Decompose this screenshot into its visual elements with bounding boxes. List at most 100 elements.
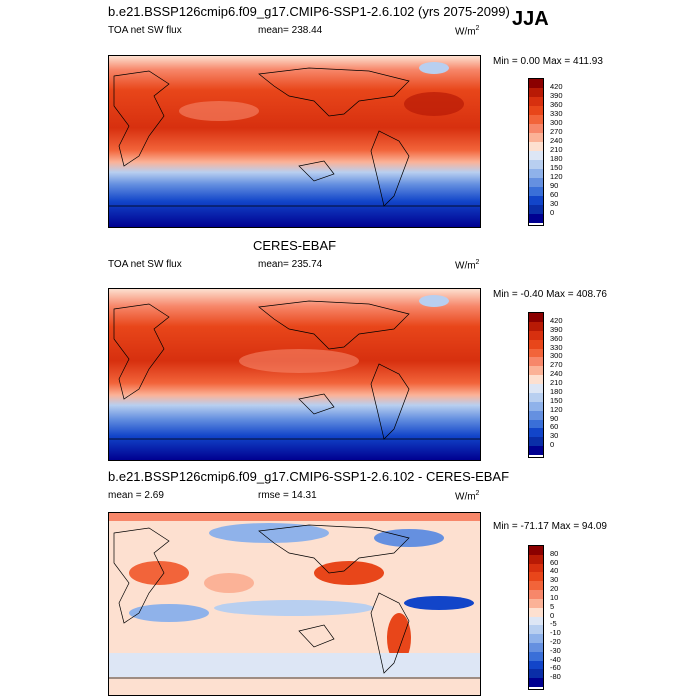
colorbar-tick-label: -5 bbox=[550, 619, 557, 629]
colorbar-swatch bbox=[529, 572, 543, 582]
colorbar-swatch bbox=[529, 401, 543, 411]
colorbar-swatch bbox=[529, 642, 543, 652]
colorbar-tick-label: 150 bbox=[550, 163, 563, 172]
colorbar-tick-label: 5 bbox=[550, 601, 555, 611]
panel3-minmax: Min = -71.17 Max = 94.09 bbox=[493, 521, 607, 532]
colorbar-tick-label: 60 bbox=[550, 557, 559, 567]
panel2-minmax: Min = -0.40 Max = 408.76 bbox=[493, 289, 607, 300]
colorbar-swatch bbox=[529, 616, 543, 626]
colorbar-tick-label: 270 bbox=[550, 360, 563, 370]
colorbar-tick-label: 180 bbox=[550, 386, 563, 396]
colorbar-swatch bbox=[529, 446, 543, 455]
colorbar-swatch bbox=[529, 392, 543, 402]
colorbar-swatch bbox=[529, 437, 543, 447]
colorbar-tick-label: 270 bbox=[550, 127, 563, 136]
colorbar-swatch bbox=[529, 196, 543, 205]
panel2-variable-label: TOA net SW flux bbox=[108, 259, 182, 270]
colorbar-tick-label: 0 bbox=[550, 610, 555, 620]
colorbar-swatch bbox=[529, 79, 543, 88]
colorbar-swatch bbox=[529, 178, 543, 187]
colorbar-swatch bbox=[529, 88, 543, 97]
colorbar-tick-label: 30 bbox=[550, 199, 559, 208]
colorbar-swatch bbox=[529, 214, 543, 223]
colorbar-swatch bbox=[529, 366, 543, 376]
colorbar-swatch bbox=[529, 598, 543, 608]
colorbar-tick-label: -80 bbox=[550, 672, 561, 682]
colorbar-tick-label: 90 bbox=[550, 413, 559, 423]
colorbar-tick-label: 60 bbox=[550, 190, 559, 199]
colorbar-swatch bbox=[529, 339, 543, 349]
colorbar-swatch bbox=[529, 410, 543, 420]
colorbar-swatch bbox=[529, 428, 543, 438]
panel3-colorbar bbox=[528, 545, 544, 690]
colorbar-swatch bbox=[529, 205, 543, 214]
colorbar-swatch bbox=[529, 124, 543, 133]
panel2-title: CERES-EBAF bbox=[253, 238, 337, 253]
colorbar-tick-label: 420 bbox=[550, 315, 563, 325]
colorbar-tick-label: 120 bbox=[550, 404, 563, 414]
colorbar-tick-label: 10 bbox=[550, 592, 559, 602]
panel1-title: b.e21.BSSP126cmip6.f09_g17.CMIP6-SSP1-2.… bbox=[108, 4, 510, 19]
colorbar-tick-label: 40 bbox=[550, 566, 559, 576]
colorbar-swatch bbox=[529, 590, 543, 599]
panel2-mean-label: mean= 235.74 bbox=[258, 259, 323, 270]
colorbar-swatch bbox=[529, 169, 543, 178]
colorbar-tick-label: 210 bbox=[550, 145, 563, 154]
colorbar-tick-label: 420 bbox=[550, 82, 563, 91]
colorbar-swatch bbox=[529, 634, 543, 643]
colorbar-tick-label: -20 bbox=[550, 636, 561, 646]
colorbar-swatch bbox=[529, 133, 543, 142]
colorbar-tick-label: 120 bbox=[550, 172, 563, 181]
colorbar-tick-label: 300 bbox=[550, 351, 563, 361]
colorbar-tick-label: 330 bbox=[550, 109, 563, 118]
colorbar-swatch bbox=[529, 563, 543, 573]
colorbar-tick-label: 30 bbox=[550, 575, 559, 585]
colorbar-tick-label: 90 bbox=[550, 181, 559, 190]
colorbar-swatch bbox=[529, 625, 543, 635]
colorbar-swatch bbox=[529, 142, 543, 151]
colorbar-swatch bbox=[529, 106, 543, 115]
colorbar-swatch bbox=[529, 546, 543, 555]
colorbar-swatch bbox=[529, 660, 543, 670]
panel2-colorbar bbox=[528, 312, 544, 458]
colorbar-swatch bbox=[529, 348, 543, 358]
colorbar-swatch bbox=[529, 384, 543, 393]
colorbar-tick-label: 330 bbox=[550, 342, 563, 352]
season-label: JJA bbox=[512, 8, 549, 30]
panel1-minmax: Min = 0.00 Max = 411.93 bbox=[493, 56, 603, 67]
colorbar-tick-label: 360 bbox=[550, 333, 563, 343]
colorbar-swatch bbox=[529, 581, 543, 591]
colorbar-swatch bbox=[529, 160, 543, 169]
colorbar-tick-label: 360 bbox=[550, 100, 563, 109]
colorbar-tick-label: -10 bbox=[550, 628, 561, 638]
colorbar-tick-label: 0 bbox=[550, 440, 555, 450]
colorbar-tick-label: 240 bbox=[550, 136, 563, 145]
colorbar-swatch bbox=[529, 357, 543, 367]
panel3-units: W/m2 bbox=[455, 490, 480, 503]
colorbar-swatch bbox=[529, 678, 543, 687]
colorbar-swatch bbox=[529, 669, 543, 679]
colorbar-tick-label: 60 bbox=[550, 422, 559, 432]
colorbar-swatch bbox=[529, 151, 543, 160]
colorbar-swatch bbox=[529, 187, 543, 196]
colorbar-tick-label: 300 bbox=[550, 118, 563, 127]
colorbar-tick-label: 80 bbox=[550, 548, 559, 558]
panel3-title: b.e21.BSSP126cmip6.f09_g17.CMIP6-SSP1-2.… bbox=[108, 469, 510, 484]
panel3-mean-label: mean = 2.69 bbox=[108, 490, 164, 501]
colorbar-tick-label: -40 bbox=[550, 654, 561, 664]
colorbar-tick-label: 390 bbox=[550, 324, 563, 334]
colorbar-tick-label: 390 bbox=[550, 91, 563, 100]
panel1-variable-label: TOA net SW flux bbox=[108, 25, 182, 36]
colorbar-tick-label: 0 bbox=[550, 208, 555, 217]
colorbar-swatch bbox=[529, 607, 543, 617]
colorbar-swatch bbox=[529, 651, 543, 661]
panel2-units: W/m2 bbox=[455, 259, 480, 272]
colorbar-tick-label: 240 bbox=[550, 369, 563, 379]
panel1-units: W/m2 bbox=[455, 25, 480, 38]
colorbar-tick-label: 180 bbox=[550, 154, 563, 163]
colorbar-tick-label: 210 bbox=[550, 378, 563, 387]
colorbar-swatch bbox=[529, 97, 543, 106]
panel2-map bbox=[108, 288, 481, 461]
colorbar-swatch bbox=[529, 313, 543, 322]
colorbar-tick-label: 150 bbox=[550, 395, 563, 405]
